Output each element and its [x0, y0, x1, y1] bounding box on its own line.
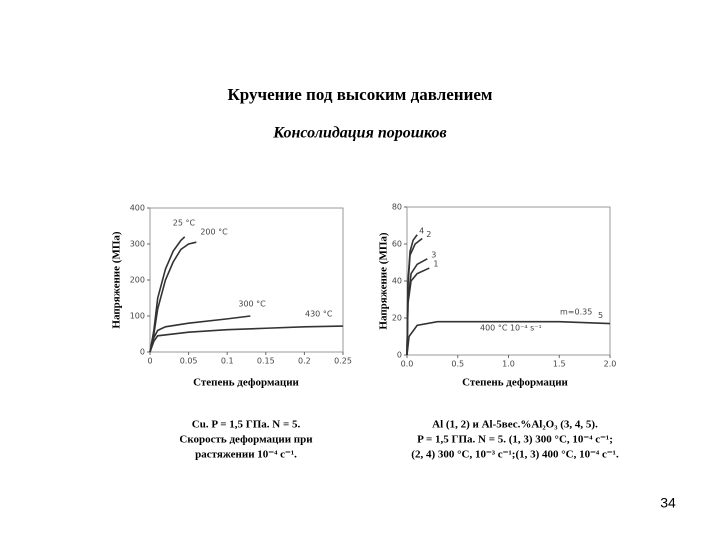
y-tick-label: 100 — [130, 312, 145, 321]
curve-label: 4 — [419, 226, 424, 235]
x-tick-label: 1.0 — [502, 360, 515, 369]
x-tick-label: 0.15 — [257, 357, 275, 366]
y-tick-label: 60 — [392, 240, 402, 249]
caption: Al (1, 2) и Al-5вес.%Al₂O₃ (3, 4, 5). — [432, 419, 598, 431]
annotation: 400 °C 10⁻⁴ s⁻¹ — [480, 324, 542, 333]
plot-frame — [406, 206, 611, 356]
y-tick-label: 200 — [130, 276, 145, 285]
caption: Cu. P = 1,5 ГПа. N = 5. — [192, 419, 301, 431]
caption: (2, 4) 300 °C, 10⁻³ с⁻¹;(1, 3) 400 °C, 1… — [411, 449, 619, 461]
y-tick-label: 0 — [397, 351, 402, 360]
curve — [149, 325, 344, 353]
curve-label: 200 °C — [200, 228, 228, 237]
x-tick-label: 0.2 — [298, 357, 311, 366]
x-tick-label: 2.0 — [604, 360, 617, 369]
curve — [149, 241, 197, 353]
curve-label: 300 °C — [238, 300, 266, 309]
x-tick-label: 0.0 — [401, 360, 414, 369]
curve-label: 1 — [433, 260, 438, 269]
curve — [149, 315, 251, 353]
y-tick-label: 40 — [392, 277, 402, 286]
curve-label: 5 — [598, 311, 603, 320]
curve-label: 430 °C — [305, 310, 333, 319]
y-tick-label: 400 — [130, 204, 145, 213]
x-tick-label: 0.1 — [221, 357, 234, 366]
x-tick-label: 1.5 — [553, 360, 566, 369]
y-tick-label: 300 — [130, 240, 145, 249]
y-tick-label: 0 — [140, 348, 145, 357]
title: Кручение под высоким давлением — [227, 85, 492, 104]
caption: Скорость деформации при — [179, 434, 313, 446]
curve-label: 2 — [426, 230, 431, 239]
x-axis-label: Степень деформации — [193, 377, 299, 389]
x-tick-label: 0.25 — [334, 357, 352, 366]
x-tick-label: 0 — [147, 357, 152, 366]
x-axis-label: Степень деформации — [462, 377, 568, 389]
y-tick-label: 80 — [392, 203, 402, 212]
x-tick-label: 0.5 — [451, 360, 464, 369]
annotation: m=0.35 — [560, 308, 592, 317]
subtitle: Консолидация порошков — [272, 125, 446, 142]
curve-label: 3 — [431, 250, 436, 259]
curve — [406, 267, 430, 356]
x-tick-label: 0.05 — [180, 357, 198, 366]
caption: растяжении 10⁻⁴ с⁻¹. — [195, 449, 297, 461]
curve — [406, 320, 611, 356]
page-number: 34 — [660, 495, 676, 511]
y-axis-label: Напряжение (МПа) — [111, 231, 123, 328]
plot-frame — [149, 207, 344, 353]
curve-label: 25 °C — [173, 218, 196, 227]
y-tick-label: 20 — [392, 314, 402, 323]
caption: P = 1,5 ГПа. N = 5. (1, 3) 300 °C, 10⁻⁴ … — [417, 434, 613, 446]
y-axis-label: Напряжение (МПа) — [378, 232, 390, 329]
